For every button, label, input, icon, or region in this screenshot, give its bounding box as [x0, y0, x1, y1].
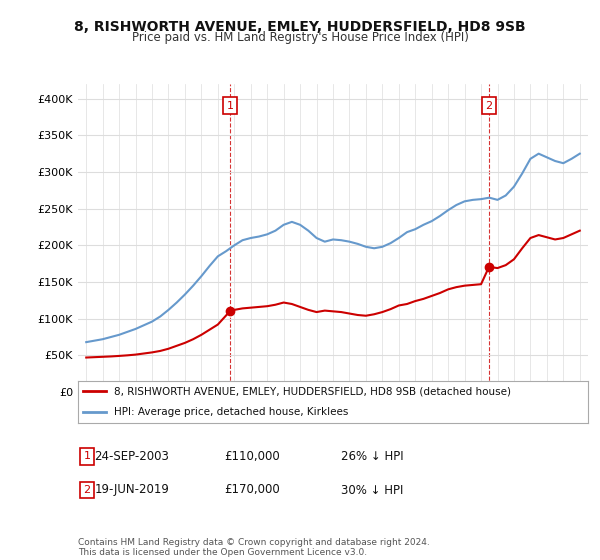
- Text: 26% ↓ HPI: 26% ↓ HPI: [341, 450, 403, 463]
- Text: £110,000: £110,000: [224, 450, 280, 463]
- Text: 24-SEP-2003: 24-SEP-2003: [95, 450, 169, 463]
- Text: 8, RISHWORTH AVENUE, EMLEY, HUDDERSFIELD, HD8 9SB (detached house): 8, RISHWORTH AVENUE, EMLEY, HUDDERSFIELD…: [114, 386, 511, 396]
- Text: 30% ↓ HPI: 30% ↓ HPI: [341, 483, 403, 497]
- Text: 19-JUN-2019: 19-JUN-2019: [95, 483, 169, 497]
- Text: £170,000: £170,000: [224, 483, 280, 497]
- Text: 1: 1: [83, 451, 91, 461]
- Text: 2: 2: [83, 485, 91, 495]
- Text: Contains HM Land Registry data © Crown copyright and database right 2024.
This d: Contains HM Land Registry data © Crown c…: [78, 538, 430, 557]
- Text: HPI: Average price, detached house, Kirklees: HPI: Average price, detached house, Kirk…: [114, 407, 348, 417]
- Text: 1: 1: [226, 101, 233, 110]
- Text: 8, RISHWORTH AVENUE, EMLEY, HUDDERSFIELD, HD8 9SB: 8, RISHWORTH AVENUE, EMLEY, HUDDERSFIELD…: [74, 20, 526, 34]
- Text: Price paid vs. HM Land Registry's House Price Index (HPI): Price paid vs. HM Land Registry's House …: [131, 31, 469, 44]
- Text: 2: 2: [485, 101, 493, 110]
